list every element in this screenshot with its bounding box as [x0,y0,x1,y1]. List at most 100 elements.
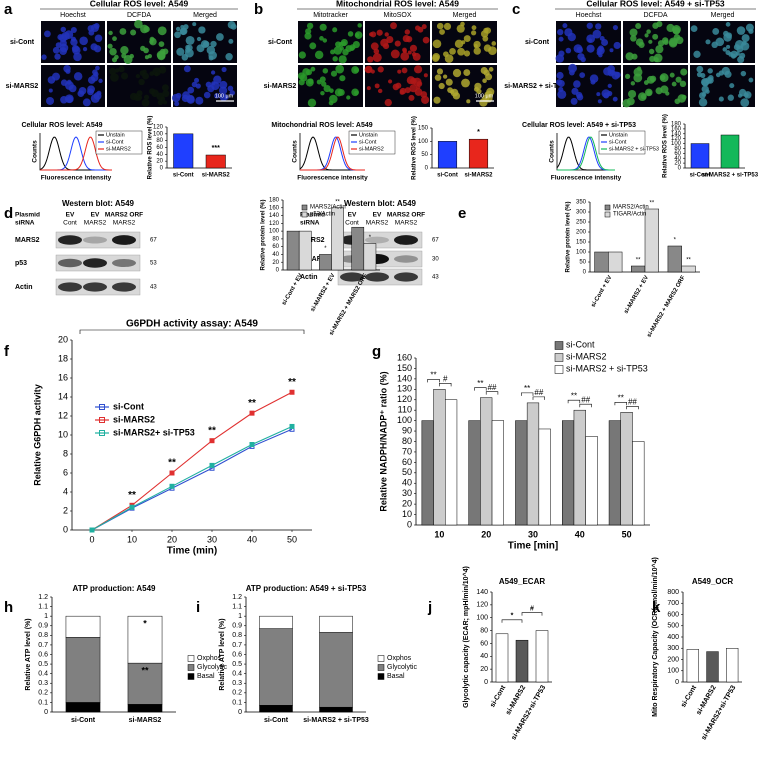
cell [652,23,658,29]
legend-label: Basal [197,673,215,680]
axis-label: Fluorescence intensity [41,175,112,182]
legend-swatch [605,205,610,210]
cell [680,69,687,76]
significance: ## [488,383,497,392]
cell [749,78,754,83]
cell [377,30,383,36]
cell [648,40,652,44]
cell [49,89,53,93]
y-tick-label: 1.2 [232,594,242,601]
y-tick-label: 0.9 [232,623,242,630]
legend-label: p53/Actin [310,212,335,218]
cell [457,48,465,56]
cell [632,54,638,60]
significance: ** [636,258,641,264]
y-tick-label: 800 [667,589,679,596]
point [290,390,294,394]
cell [192,22,196,26]
cell [741,71,746,76]
sig-bracket [627,406,639,409]
cell [94,72,99,77]
cell [702,92,707,97]
cell [464,35,471,42]
bar [595,252,609,272]
lane-label: MARS2 ORF [387,212,425,219]
cell [417,81,423,87]
y-tick-label: 0.3 [38,680,48,687]
cell [182,95,189,102]
y-tick-label: 350 [576,200,587,206]
cell [207,85,214,92]
panel-letter: f [4,343,10,360]
y-tick-label: 20 [402,499,412,509]
cell [435,74,442,81]
legend-swatch [188,665,194,671]
legend-swatch [188,656,194,662]
significance: ** [618,393,624,402]
y-tick-label: 40 [402,478,412,488]
cell [225,53,232,60]
cell [405,29,410,34]
y-tick-label: 80 [402,436,412,446]
point [170,484,174,488]
blot-label: siRNA [15,220,35,227]
y-tick-label: 100 [476,615,488,622]
y-tick-label: 0 [63,524,68,534]
column-label: Merged [453,12,477,19]
legend-label: Unstain [106,132,125,138]
cell [666,24,674,32]
x-tick-label: 30 [528,529,538,539]
y-tick-label: 0 [675,679,679,686]
y-tick-label: 12 [58,410,68,420]
y-tick-label: 100 [418,139,429,145]
cell [335,65,344,74]
significance: ## [628,397,637,406]
legend-label: Glycolytic [387,664,417,671]
y-tick-label: 50 [402,467,412,477]
cell [644,33,648,37]
cell [159,41,165,47]
bar-segment [128,704,162,712]
scale-bar-label: 100 μm [215,93,234,99]
y-tick-label: 60 [156,145,163,151]
micrograph-title: Cellular ROS level: A549 [90,0,189,8]
row-label: si-MARS2 [264,83,297,90]
bar-segment [260,705,293,712]
legend-label: Basal [387,673,405,680]
flow-title: Cellular ROS level: A549 [21,122,102,129]
bar [621,412,633,525]
x-axis-label: Time (min) [167,545,217,556]
cell [655,45,663,53]
point [250,443,254,447]
cell [613,25,618,30]
cell [149,88,155,94]
cell [137,90,143,96]
y-tick-label: 140 [269,213,280,219]
lane-label: EV [91,212,100,219]
y-tick-label: 300 [576,210,587,216]
lane-label: EV [348,212,357,219]
cell [228,86,234,92]
marker-label: 53 [150,261,157,267]
cell [625,74,630,79]
cell [124,55,133,64]
cell [56,42,62,48]
cell [54,53,60,59]
cell [317,80,322,85]
y-tick-label: 0.2 [38,690,48,697]
y-tick-label: 30 [402,488,412,498]
cell [635,23,641,29]
y-tick-label: 0.9 [38,623,48,630]
cell [120,28,127,35]
lane-label: MARS2 [395,220,418,227]
significance: ## [581,395,590,404]
legend-swatch [188,674,194,680]
cell [88,76,95,83]
y-tick-label: 0 [484,679,488,686]
cell [311,67,316,72]
y-tick-label: 500 [667,623,679,630]
cell [576,92,582,98]
cell [339,55,347,63]
point [250,411,254,415]
y-tick-label: 160 [397,352,412,362]
